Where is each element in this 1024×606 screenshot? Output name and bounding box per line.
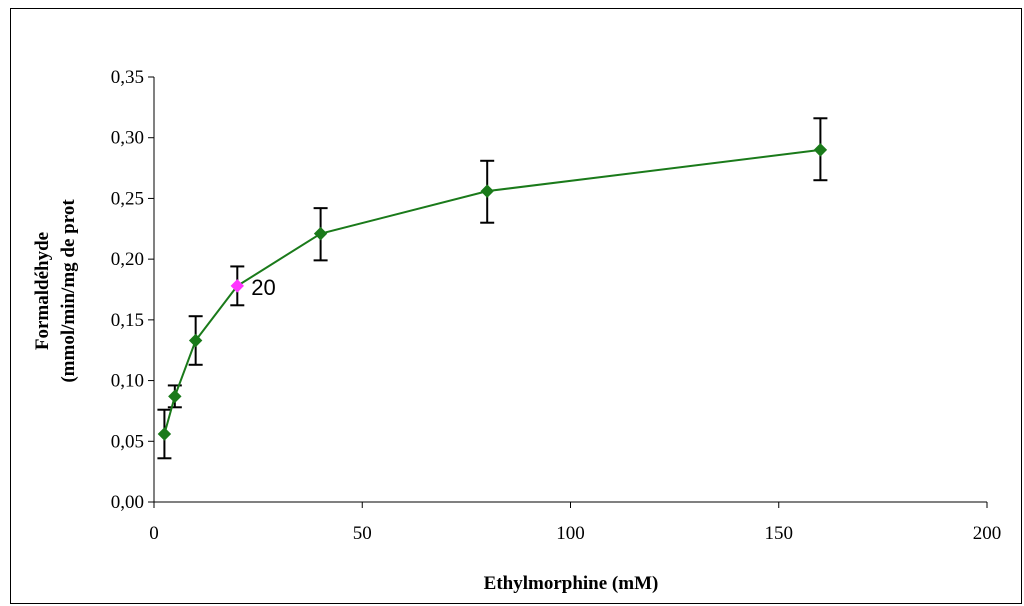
y-tick-label: 0,15: [111, 310, 144, 331]
data-marker: [480, 184, 494, 198]
data-marker: [157, 427, 172, 441]
highlight-marker: [230, 279, 245, 293]
x-axis-title: Ethylmorphine (mM): [484, 573, 659, 594]
data-marker: [168, 389, 182, 404]
axes: [153, 77, 987, 503]
tick-marks: [148, 76, 988, 508]
data-marker: [313, 226, 328, 241]
chart-frame: 0,00 0,05 0,10 0,15 0,20 0,25 0,30 0,35 0 50 100 15…: [10, 8, 1022, 604]
x-tick-label: 200: [973, 523, 1002, 544]
point-annotation: 20: [251, 275, 275, 300]
y-tick-label: 0,20: [111, 249, 144, 270]
x-tick-label: 0: [149, 523, 159, 544]
y-tick-label: 0,10: [111, 371, 144, 392]
data-markers: [157, 143, 828, 441]
y-axis-title-line2: (mmol/min/mg de prot: [58, 199, 79, 383]
x-tick-label: 100: [556, 523, 585, 544]
y-tick-label: 0,25: [111, 188, 144, 209]
x-tick-label: 50: [353, 523, 372, 544]
tick-labels: 0,00 0,05 0,10 0,15 0,20 0,25 0,30 0,35 0 50 100 15…: [111, 67, 1002, 544]
y-tick-label: 0,30: [111, 128, 144, 149]
x-tick-label: 150: [765, 523, 794, 544]
y-tick-label: 0,05: [111, 431, 144, 452]
y-axis-title-line1: Formaldéhyde: [32, 232, 53, 350]
y-tick-label: 0,35: [111, 67, 144, 88]
data-marker: [188, 333, 203, 348]
chart-canvas: 0,00 0,05 0,10 0,15 0,20 0,25 0,30 0,35 0 50 100 15…: [32, 67, 1002, 594]
y-tick-label: 0,00: [111, 492, 144, 513]
data-marker: [813, 143, 828, 157]
